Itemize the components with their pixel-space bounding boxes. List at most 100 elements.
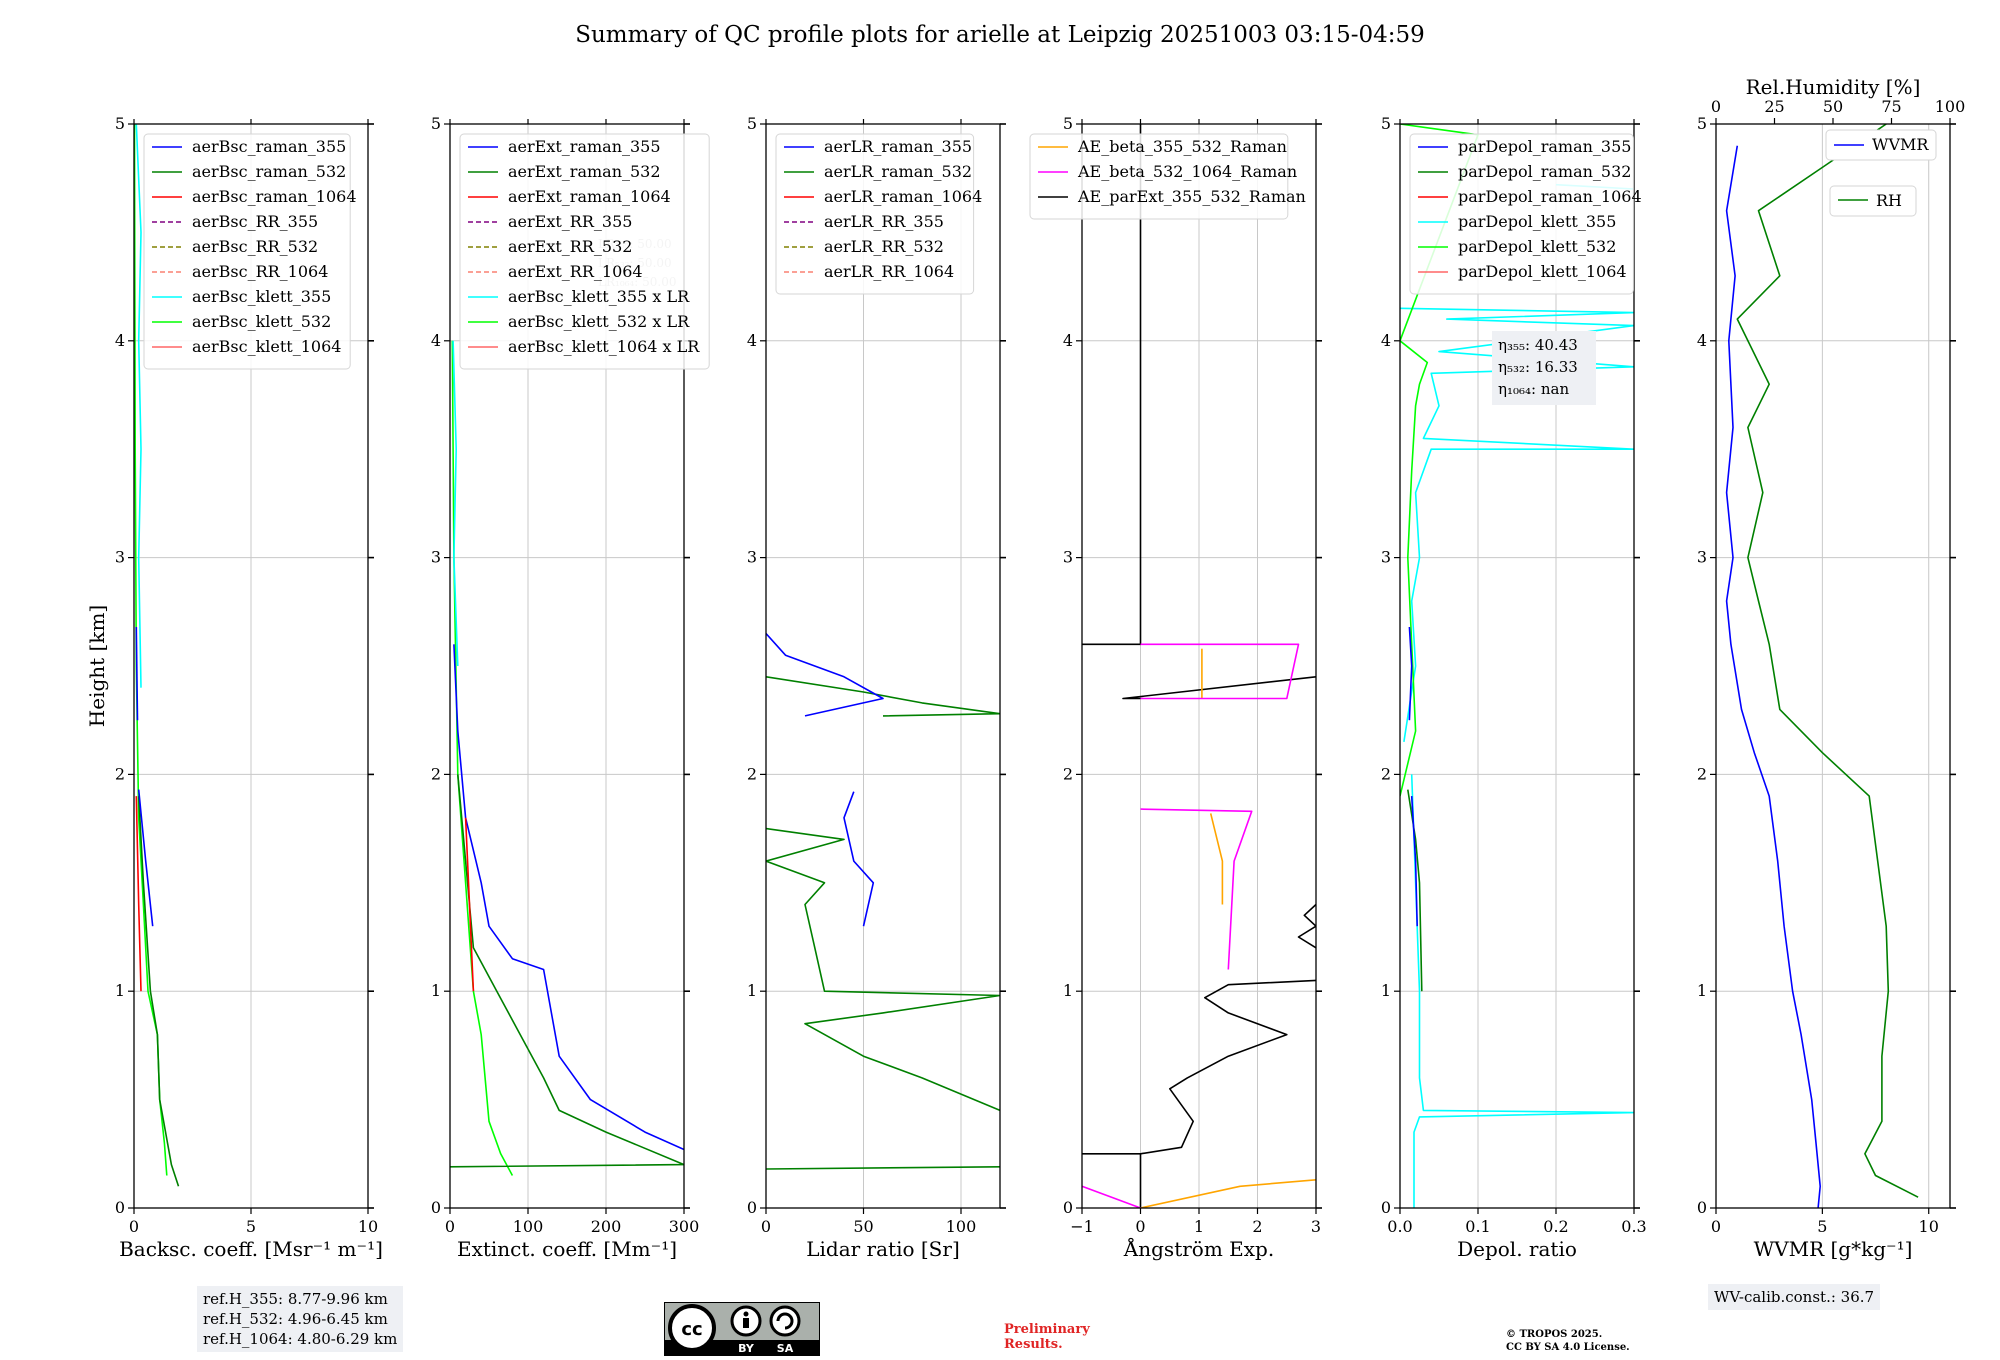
legend-entry: parDepol_klett_1064 <box>1458 262 1627 281</box>
x-tick-label: 100 <box>946 1217 977 1236</box>
legend-entry: aerExt_raman_355 <box>508 137 661 156</box>
copyright-line-2: CC BY SA 4.0 License. <box>1506 1342 1630 1353</box>
y-tick-label: 3 <box>431 548 441 567</box>
series-AE_parExt_355_532_Raman_c <box>1122 676 1316 700</box>
legend: aerExt_raman_355 aerExt_raman_532 aerExt_r… <box>459 133 710 370</box>
x-tick-label: 0.3 <box>1621 1217 1646 1236</box>
legend-entry: parDepol_raman_1064 <box>1458 187 1642 206</box>
x-tick-label: 100 <box>513 1217 544 1236</box>
cc-sa-label: SA <box>777 1342 794 1355</box>
y-tick-label: 0 <box>747 1198 757 1217</box>
series-aerBsc_klett_355 x LR <box>452 340 459 667</box>
series-aerLR_raman_532_low <box>766 1166 1000 1170</box>
series-aerBsc_raman_532 <box>137 796 180 1187</box>
series-aerLR_raman_355_a <box>843 791 875 927</box>
legend-entry: aerBsc_klett_1064 x LR <box>508 337 700 356</box>
legend-entry: AE_parExt_355_532_Raman <box>1077 187 1306 206</box>
figure-title: Summary of QC profile plots for arielle … <box>575 22 1425 48</box>
top-tick-label: 75 <box>1881 97 1901 116</box>
legend: aerBsc_raman_355 aerBsc_raman_532 aerBsc_r… <box>143 133 357 370</box>
y-tick-label: 2 <box>115 764 125 783</box>
legend-entry: aerLR_raman_355 <box>824 137 972 156</box>
copyright-line-1: © TROPOS 2025. <box>1506 1329 1603 1340</box>
legend-entry: aerBsc_klett_355 <box>192 287 331 306</box>
legend: aerLR_raman_355 aerLR_raman_532 aerLR_rama… <box>775 133 982 295</box>
legend-wvmr: WVMR <box>1825 129 1937 161</box>
x-axis-label: Backsc. coeff. [Msr⁻¹ m⁻¹] <box>119 1237 383 1261</box>
eta-value: η₁₀₆₄: nan <box>1498 380 1569 398</box>
series-aerLR_raman_532_b <box>766 676 1000 717</box>
y-tick-label: 4 <box>115 331 125 350</box>
legend-entry: aerLR_RR_1064 <box>824 262 954 281</box>
series-AE_parExt_355_532_Raman_b <box>1297 903 1316 949</box>
x-tick-label: 10 <box>358 1217 378 1236</box>
x-tick-label: 0 <box>761 1217 771 1236</box>
series-aerLR_raman_355_b <box>766 632 884 717</box>
y-tick-label: 3 <box>1697 548 1707 567</box>
x-tick-label: 200 <box>591 1217 622 1236</box>
wv-calibration-constant: WV-calib.const.: 36.7 <box>1714 1288 1875 1306</box>
x-tick-label: 5 <box>1817 1217 1827 1236</box>
legend-entry: parDepol_klett_532 <box>1458 237 1616 256</box>
legend-entry: aerExt_raman_1064 <box>508 187 671 206</box>
eta-box: η₃₅₅: 40.43 η₅₃₂: 16.33 η₁₀₆₄: nan <box>1492 331 1596 405</box>
legend-entry: RH <box>1876 191 1902 210</box>
y-tick-label: 3 <box>115 548 125 567</box>
x-tick-label: 1 <box>1194 1217 1204 1236</box>
legend-entry: aerLR_raman_532 <box>824 162 972 181</box>
legend-entry: aerBsc_RR_355 <box>192 212 318 231</box>
x-tick-label: −1 <box>1070 1217 1094 1236</box>
legend-entry: aerExt_RR_532 <box>508 237 632 256</box>
legend-entry: aerLR_raman_1064 <box>824 187 982 206</box>
y-axis-label: Height [km] <box>85 605 109 727</box>
y-tick-label: 1 <box>747 981 757 1000</box>
legend-entry: aerBsc_raman_532 <box>192 162 346 181</box>
x-axis-label: Depol. ratio <box>1457 1237 1577 1261</box>
x-axis-label: Lidar ratio [Sr] <box>806 1237 960 1261</box>
series-AE_beta_532_1064_Raman_b <box>1140 808 1253 970</box>
axes-frame <box>765 123 1001 1209</box>
reference-height-box: ref.H_355: 8.77-9.96 km ref.H_532: 4.96-… <box>197 1286 404 1352</box>
y-tick-label: 5 <box>747 114 757 133</box>
legend-entry: aerBsc_klett_1064 <box>192 337 341 356</box>
series-aerExt_raman_532 <box>450 774 684 1168</box>
series-aerExt_raman_1064 <box>464 817 475 992</box>
legend: AE_beta_355_532_Raman AE_beta_532_1064_Ra… <box>1029 133 1306 220</box>
ref-height-355: ref.H_355: 8.77-9.96 km <box>203 1290 388 1308</box>
x-tick-label: 2 <box>1252 1217 1262 1236</box>
legend-entry: parDepol_klett_355 <box>1458 212 1616 231</box>
x-axis-label: WVMR [g*kg⁻¹] <box>1754 1237 1913 1261</box>
series-parDepol_raman_355_b <box>1408 626 1413 721</box>
legend-entry: aerBsc_RR_1064 <box>192 262 328 281</box>
y-tick-label: 0 <box>1697 1198 1707 1217</box>
eta-value: η₅₃₂: 16.33 <box>1498 358 1578 376</box>
y-tick-label: 3 <box>747 548 757 567</box>
series-aerBsc_raman_355_b <box>135 626 139 721</box>
series-aerBsc_raman_1064 <box>135 796 142 992</box>
y-tick-label: 2 <box>1381 764 1391 783</box>
series-aerBsc_raman_355 <box>137 789 154 927</box>
x-tick-label: 0 <box>1135 1217 1145 1236</box>
series-WVMR <box>1725 145 1821 1208</box>
x-tick-label: 0 <box>129 1217 139 1236</box>
legend: parDepol_raman_355 parDepol_raman_532 parD… <box>1409 133 1642 295</box>
x-axis-label: Extinct. coeff. [Mm⁻¹] <box>457 1237 677 1261</box>
series-parDepol_raman_355 <box>1410 796 1418 927</box>
x-tick-label: 5 <box>246 1217 256 1236</box>
x-tick-label: 10 <box>1919 1217 1939 1236</box>
legend-entry: aerExt_RR_355 <box>508 212 632 231</box>
legend-entry: aerBsc_klett_532 x LR <box>508 312 690 331</box>
x-tick-label: 50 <box>853 1217 873 1236</box>
y-tick-label: 5 <box>1381 114 1391 133</box>
y-tick-label: 2 <box>1697 764 1707 783</box>
axes-frame <box>1715 123 1951 1209</box>
copyright-note: © TROPOS 2025. CC BY SA 4.0 License. <box>1506 1328 1630 1354</box>
legend-entry: aerLR_RR_355 <box>824 212 944 231</box>
y-tick-label: 0 <box>1063 1198 1073 1217</box>
wv-calibration-box: WV-calib.const.: 36.7 <box>1708 1284 1881 1310</box>
legend-entry: aerBsc_RR_532 <box>192 237 318 256</box>
